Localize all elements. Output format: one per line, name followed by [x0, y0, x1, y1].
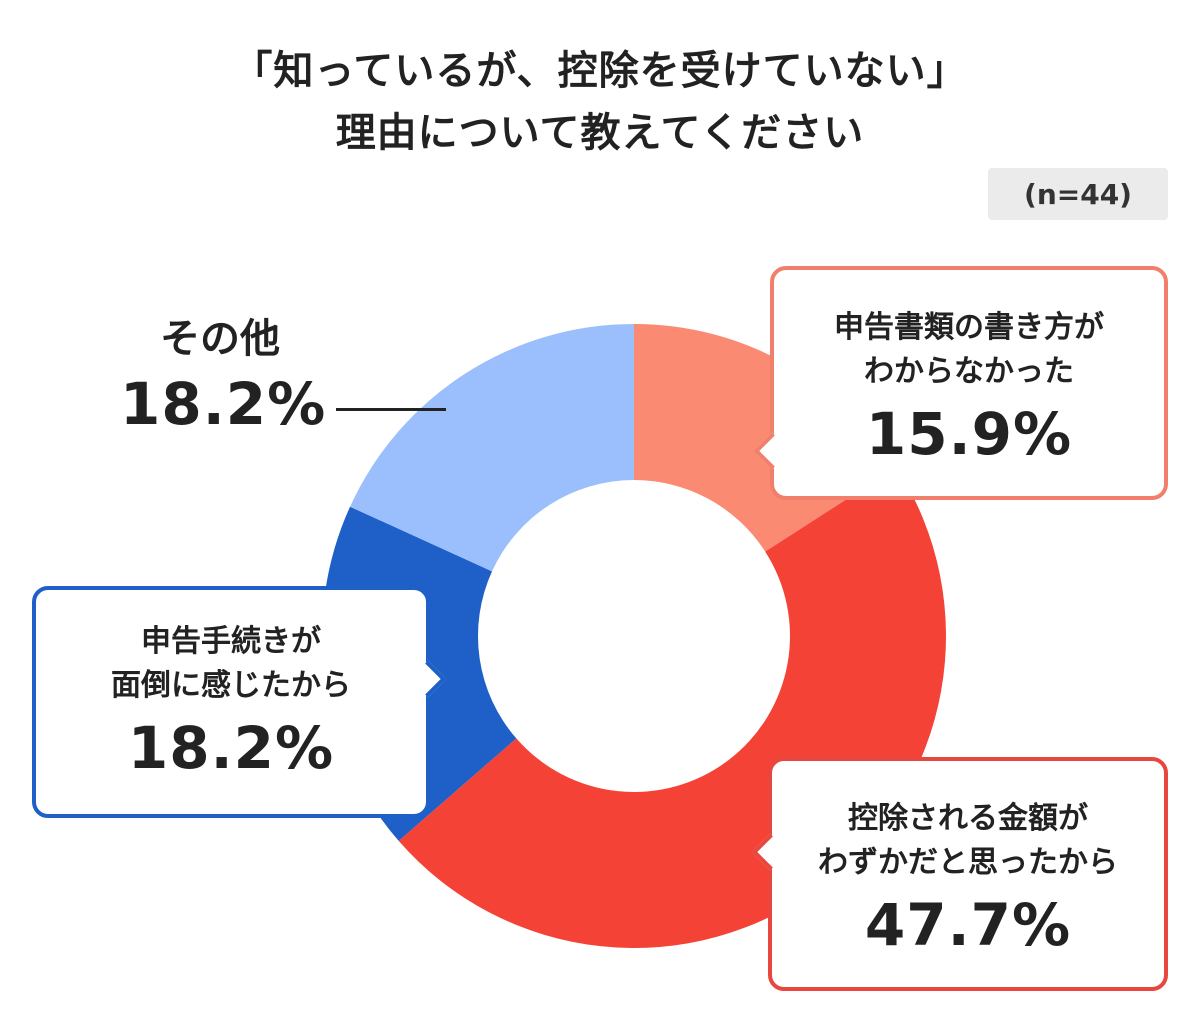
slice-percent: 47.7%: [864, 891, 1072, 959]
slice-percent: 15.9%: [865, 400, 1073, 468]
slice-label-line: わからなかった: [864, 354, 1074, 389]
chart-title-line-1: 「知っているが、控除を受けていない」: [232, 48, 968, 94]
slice-percent: 18.2%: [120, 370, 327, 438]
slice-label-line: 申告手続きが: [141, 624, 321, 659]
slice-label-line: 申告書類の書き方が: [834, 310, 1104, 345]
chart-title: 「知っているが、控除を受けていない」 理由について教えてください: [0, 40, 1200, 164]
label-other: その他 18.2%: [120, 310, 327, 440]
slice-label-line: 控除される金額が: [848, 801, 1088, 836]
callout-small-amount: 控除される金額が わずかだと思ったから 47.7%: [751, 757, 1168, 991]
slice-label-line: その他: [160, 316, 280, 362]
slice-other: [350, 324, 634, 572]
slice-percent: 18.2%: [127, 714, 335, 782]
callout-writing-method: 申告書類の書き方が わからなかった 15.9%: [753, 266, 1168, 500]
leader-line: [336, 408, 446, 411]
slice-label-line: 面倒に感じたから: [111, 668, 351, 703]
chart-title-line-2: 理由について教えてください: [335, 110, 865, 156]
slice-label-line: わずかだと思ったから: [818, 845, 1118, 880]
sample-size-badge: (n=44): [988, 168, 1168, 220]
callout-tedious-procedure: 申告手続きが 面倒に感じたから 18.2%: [32, 586, 447, 818]
